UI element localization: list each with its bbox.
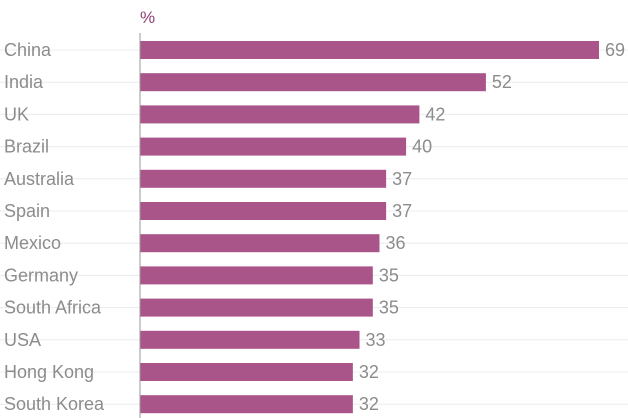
bar-usa: [140, 330, 360, 349]
bar-hong-kong: [140, 363, 353, 381]
bar-south-korea: [140, 395, 353, 414]
category-label-uk: UK: [4, 104, 29, 124]
category-label-mexico: Mexico: [4, 233, 61, 253]
category-label-brazil: Brazil: [4, 137, 49, 157]
bar-spain: [140, 202, 387, 220]
bars: [140, 41, 599, 414]
bar-mexico: [140, 234, 380, 253]
value-label-uk: 42: [425, 104, 445, 124]
bar-south-africa: [140, 298, 373, 317]
category-label-china: China: [4, 40, 52, 60]
value-label-germany: 35: [379, 265, 399, 285]
value-label-spain: 37: [392, 201, 412, 221]
bar-brazil: [140, 137, 407, 156]
category-label-south-korea: South Korea: [4, 394, 105, 414]
unit-label: %: [140, 8, 155, 27]
category-label-usa: USA: [4, 330, 41, 350]
value-label-india: 52: [492, 72, 512, 92]
value-label-south-korea: 32: [359, 394, 379, 414]
row-gridlines: [0, 49, 628, 405]
category-label-germany: Germany: [4, 265, 78, 285]
category-label-australia: Australia: [4, 169, 75, 189]
value-label-china: 69: [605, 40, 625, 60]
category-label-hong-kong: Hong Kong: [4, 362, 94, 382]
bar-india: [140, 73, 486, 92]
value-label-usa: 33: [366, 330, 386, 350]
value-label-australia: 37: [392, 169, 412, 189]
category-label-south-africa: South Africa: [4, 298, 102, 318]
value-label-south-africa: 35: [379, 298, 399, 318]
bar-australia: [140, 169, 387, 188]
value-label-mexico: 36: [385, 233, 405, 253]
category-label-spain: Spain: [4, 201, 50, 221]
bar-uk: [140, 105, 420, 124]
category-labels: China India UK Brazil Australia Spain Mexico Ge…: [4, 40, 105, 414]
value-label-hong-kong: 32: [359, 362, 379, 382]
bar-germany: [140, 266, 373, 285]
category-label-india: India: [4, 72, 44, 92]
value-label-brazil: 40: [412, 137, 432, 157]
bar-china: [140, 41, 599, 59]
